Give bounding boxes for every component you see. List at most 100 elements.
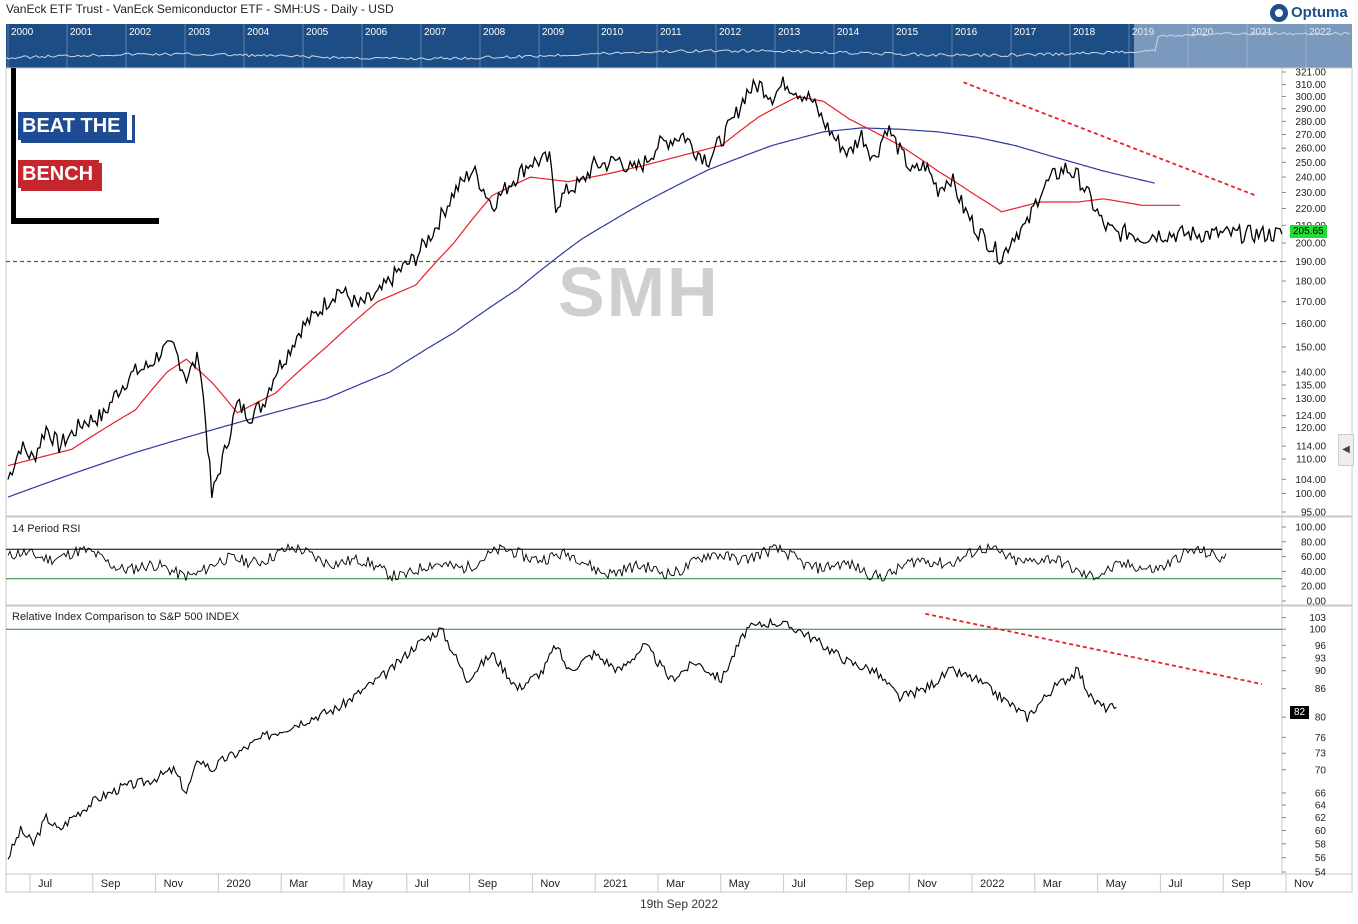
relative-trendline <box>925 612 1263 685</box>
relative-axis-tick-label: 60 <box>1315 826 1327 837</box>
x-axis-label: May <box>352 878 373 890</box>
price-axis-tick-label: 114.00 <box>1296 442 1326 453</box>
price-axis-tick-label: 260.00 <box>1295 144 1326 155</box>
price-axis-tick-label: 290.00 <box>1295 104 1326 115</box>
navigator-year-label: 2018 <box>1073 27 1096 38</box>
price-axis-tick-label: 100.00 <box>1295 489 1326 500</box>
relative-axis-tick-label: 90 <box>1315 666 1327 677</box>
price-axis-tick-label: 170.00 <box>1295 297 1326 308</box>
relative-axis-tick-label: 93 <box>1315 653 1327 664</box>
brand-line2: BENCH <box>18 160 100 188</box>
price-axis-tick-label: 250.00 <box>1295 158 1326 169</box>
x-axis-label: Mar <box>289 878 308 890</box>
navigator-year-label: 2014 <box>837 27 860 38</box>
rsi-axis-tick-label: 60.00 <box>1301 552 1326 563</box>
navigator-year-label: 2012 <box>719 27 742 38</box>
navigator-year-label: 2009 <box>542 27 565 38</box>
navigator-selection[interactable] <box>1134 24 1352 68</box>
ma200-line <box>7 127 1155 498</box>
date-navigator[interactable]: 2000 2001 2002 2003 2004 2005 2006 2007 2008 2009… <box>6 24 1352 68</box>
x-axis-label: Sep <box>101 878 121 890</box>
x-axis-label: Nov <box>917 878 937 890</box>
x-axis-label: Sep <box>854 878 874 890</box>
navigator-year-label: 2000 <box>11 27 34 38</box>
x-axis-label: Nov <box>1294 878 1314 890</box>
x-axis-label: Mar <box>1043 878 1062 890</box>
navigator-year-label: 2011 <box>660 27 682 38</box>
x-axis-label: Nov <box>540 878 560 890</box>
relative-axis-tick-label: 66 <box>1315 788 1327 799</box>
navigator-year-label: 2013 <box>778 27 801 38</box>
x-axis-label: Sep <box>1231 878 1251 890</box>
price-axis-tick-label: 200.00 <box>1295 238 1326 249</box>
navigator-year-label: 2017 <box>1014 27 1037 38</box>
relative-axis-tick-label: 100 <box>1309 625 1326 636</box>
relative-line <box>7 617 1117 860</box>
navigator-line <box>6 31 1351 61</box>
x-axis-label: Jul <box>38 878 52 890</box>
last-price-label: 205.65 <box>1290 225 1327 238</box>
relative-axis-tick-label: 64 <box>1315 801 1327 812</box>
relative-axis-tick-label: 80 <box>1315 713 1327 724</box>
rsi-axis-tick-label: 20.00 <box>1301 582 1326 593</box>
panel-frame-3 <box>5 605 1353 875</box>
relative-axis-tick-label: 86 <box>1315 684 1327 695</box>
x-axis-label: Sep <box>478 878 498 890</box>
x-axis-label: Nov <box>164 878 184 890</box>
rsi-line <box>7 542 1227 583</box>
chart-title: VanEck ETF Trust - VanEck Semiconductor … <box>6 2 394 16</box>
navigator-year-label: 2006 <box>365 27 388 38</box>
optuma-logo-icon <box>1270 4 1288 22</box>
x-axis-label: Jul <box>1168 878 1182 890</box>
relative-axis-tick-label: 56 <box>1315 853 1327 864</box>
navigator-year-label: 2015 <box>896 27 919 38</box>
relative-axis-tick-label: 62 <box>1315 813 1327 824</box>
price-axis-tick-label: 240.00 <box>1295 173 1326 184</box>
x-axis-label: May <box>1106 878 1127 890</box>
relative-axis-tick-label: 103 <box>1309 613 1326 624</box>
brand-line1: BEAT THE <box>18 112 132 140</box>
relative-axis-tick-label: 73 <box>1315 749 1327 760</box>
relative-axis-tick-label: 54 <box>1315 868 1327 879</box>
price-axis-tick-label: 140.00 <box>1295 367 1326 378</box>
price-axis-tick-label: 300.00 <box>1295 92 1326 103</box>
x-axis-label: Jul <box>792 878 806 890</box>
price-axis-tick-label: 180.00 <box>1295 277 1326 288</box>
optuma-logo-text: Optuma <box>1291 4 1348 21</box>
rsi-axis-tick-label: 0.00 <box>1307 597 1327 608</box>
x-axis-label: May <box>729 878 750 890</box>
relative-axis-tick-label: 70 <box>1315 765 1327 776</box>
price-axis-tick-label: 130.00 <box>1295 394 1326 405</box>
brand-bracket-vertical <box>11 68 16 224</box>
watermark: SMH <box>558 253 720 331</box>
price-axis-tick-label: 160.00 <box>1295 319 1326 330</box>
price-axis-tick-label: 220.00 <box>1295 204 1326 215</box>
ma50-line <box>7 95 1181 467</box>
x-axis-label: Jul <box>415 878 429 890</box>
collapse-panel-button[interactable]: ◀ <box>1338 434 1354 466</box>
footer-date: 19th Sep 2022 <box>639 897 719 911</box>
x-axis-label: 2021 <box>603 878 627 890</box>
price-axis-tick-label: 104.00 <box>1295 475 1326 486</box>
x-axis-label: Mar <box>666 878 685 890</box>
price-axis-tick-label: 190.00 <box>1295 257 1326 268</box>
rsi-panel-title: 14 Period RSI <box>12 523 81 535</box>
rsi-axis-tick-label: 80.00 <box>1301 537 1326 548</box>
last-relative-label: 82 <box>1290 706 1310 719</box>
optuma-logo: Optuma <box>1270 3 1356 25</box>
brand-bracket-horizontal <box>11 218 159 224</box>
navigator-year-label: 2010 <box>601 27 624 38</box>
navigator-year-label: 2016 <box>955 27 978 38</box>
navigator-year-label: 2007 <box>424 27 447 38</box>
price-axis-tick-label: 230.00 <box>1295 188 1326 199</box>
navigator-year-label: 2008 <box>483 27 506 38</box>
x-axis-strip <box>5 873 1353 893</box>
panel-frame-2 <box>5 516 1353 606</box>
price-axis-tick-label: 135.00 <box>1295 381 1326 392</box>
navigator-year-label: 2004 <box>247 27 270 38</box>
price-line <box>7 76 1283 498</box>
relative-panel-title: Relative Index Comparison to S&P 500 IND… <box>12 611 240 623</box>
price-axis-tick-label: 110.00 <box>1296 455 1326 466</box>
navigator-year-label: 2002 <box>129 27 152 38</box>
navigator-year-label: 2005 <box>306 27 329 38</box>
